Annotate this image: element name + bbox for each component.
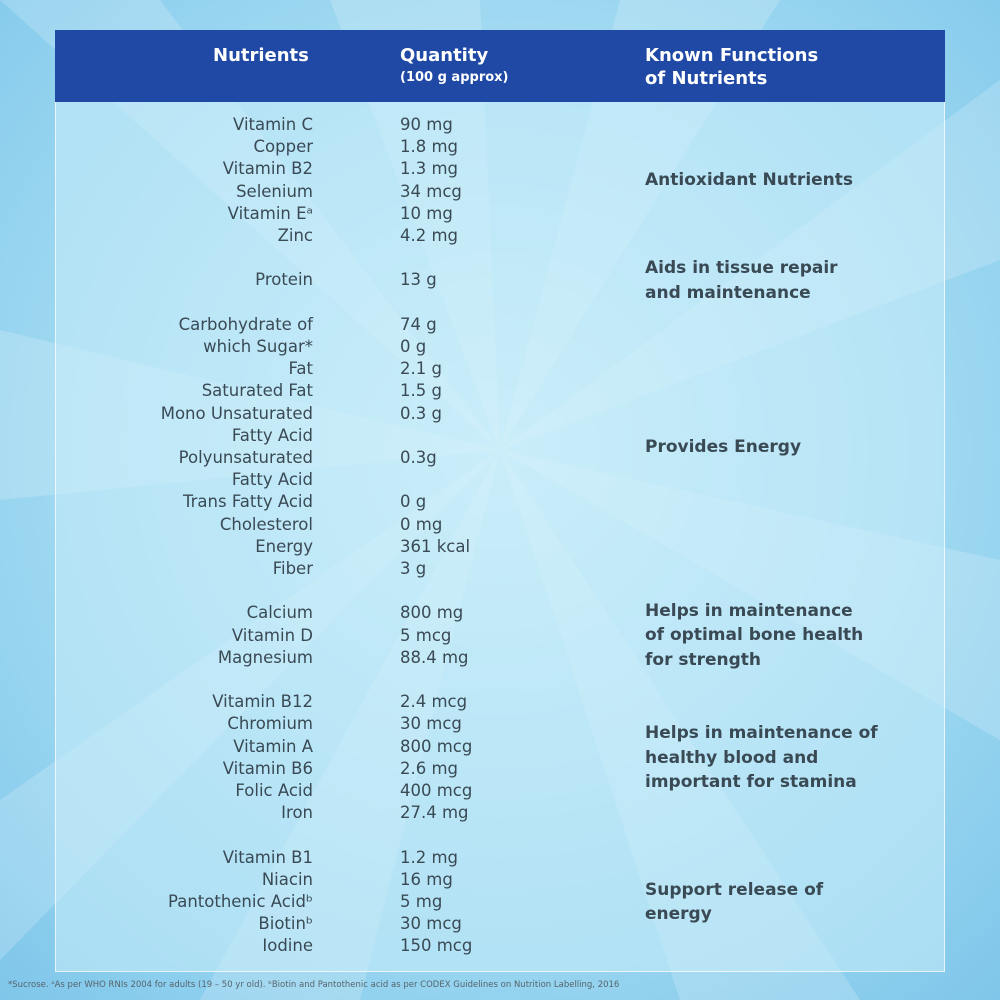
quantity: 800 mcg — [400, 736, 473, 756]
nutrient-function: Helps in maintenance — [645, 600, 853, 621]
nutrient-function: Helps in maintenance of — [645, 723, 878, 744]
nutrient-function: for strength — [645, 649, 762, 670]
quantity: 90 mg — [400, 115, 453, 134]
quantity: 0.3g — [400, 448, 437, 467]
nutrient-function: and maintenance — [645, 282, 811, 303]
quantity: 0 mg — [400, 514, 443, 534]
nutrient-name: Carbohydrate of — [178, 314, 313, 334]
nutrient-name: Fiber — [272, 559, 313, 578]
quantity: 400 mcg — [400, 781, 473, 800]
nutrient-name: Vitamin B6 — [222, 758, 313, 778]
header-quantity-note: (100 g approx) — [400, 70, 509, 85]
quantity: 4.2 mg — [400, 226, 459, 245]
footnote: *Sucrose. ᵃAs per WHO RNIs 2004 for adul… — [8, 980, 620, 990]
nutrient-name: Vitamin A — [233, 736, 313, 756]
nutrient-name: Cholesterol — [219, 514, 313, 534]
nutrient-function: Aids in tissue repair — [645, 258, 838, 278]
nutrient-name: Calcium — [246, 603, 313, 623]
quantity: 10 mg — [400, 203, 453, 223]
nutrient-name: Vitamin B12 — [212, 692, 313, 712]
nutrient-name: Saturated Fat — [201, 381, 313, 401]
nutrient-name: Zinc — [277, 226, 313, 245]
nutrient-name: Vitamin B1 — [222, 847, 313, 867]
nutrient-name: Mono Unsaturated — [160, 403, 313, 423]
nutrient-name: Iron — [281, 803, 313, 823]
quantity: 0 g — [400, 337, 427, 356]
quantity: 1.5 g — [400, 381, 442, 401]
nutrient-name: Copper — [253, 137, 314, 157]
quantity: 150 mcg — [400, 936, 473, 956]
quantity: 2.1 g — [400, 359, 442, 379]
quantity: 5 mcg — [400, 625, 452, 645]
quantity: 1.3 mg — [400, 159, 459, 179]
nutrient-name: which Sugar* — [203, 337, 313, 356]
header-functions: Known Functions — [645, 45, 819, 66]
nutrient-function: energy — [645, 904, 712, 925]
quantity: 3 g — [400, 559, 427, 578]
nutrient-name: Biotinᵇ — [258, 914, 313, 934]
table-header — [55, 30, 945, 102]
header-quantity: Quantity — [400, 45, 489, 66]
nutrient-function: Provides Energy — [645, 436, 802, 457]
quantity: 1.2 mg — [400, 847, 459, 867]
nutrient-name: Vitamin Eᵃ — [227, 203, 313, 223]
nutrient-name: Trans Fatty Acid — [182, 492, 313, 512]
nutrient-name: Iodine — [262, 936, 313, 956]
nutrient-name: Folic Acid — [235, 781, 313, 800]
nutrient-name: Energy — [255, 536, 313, 556]
quantity: 27.4 mg — [400, 803, 469, 823]
nutrient-name: Fatty Acid — [231, 470, 313, 490]
nutrient-name: Polyunsaturated — [178, 448, 313, 467]
quantity: 30 mcg — [400, 714, 462, 734]
quantity: 16 mg — [400, 869, 453, 889]
quantity: 2.4 mcg — [400, 692, 468, 712]
nutrient-name: Vitamin C — [233, 115, 313, 134]
nutrient-name: Vitamin D — [231, 625, 313, 645]
quantity: 30 mcg — [400, 914, 462, 934]
quantity: 1.8 mg — [400, 137, 459, 157]
quantity: 0.3 g — [400, 403, 442, 423]
nutrient-name: Magnesium — [217, 647, 313, 667]
quantity: 800 mg — [400, 603, 464, 623]
nutrient-name: Vitamin B2 — [222, 159, 313, 179]
quantity: 74 g — [400, 314, 437, 334]
quantity: 2.6 mg — [400, 758, 459, 778]
table-panel — [55, 30, 945, 972]
nutrient-name: Protein — [255, 270, 313, 290]
nutrient-name: Chromium — [227, 714, 313, 734]
nutrient-name: Selenium — [236, 181, 313, 201]
quantity: 5 mg — [400, 892, 443, 911]
nutrient-function: healthy blood and — [645, 747, 819, 768]
nutrient-function: of optimal bone health — [645, 625, 864, 646]
header-nutrients: Nutrients — [213, 45, 309, 66]
nutrient-name: Fatty Acid — [231, 425, 313, 445]
nutrient-function: Support release of — [645, 879, 824, 900]
quantity: 88.4 mg — [400, 647, 469, 667]
quantity: 361 kcal — [400, 536, 471, 556]
nutrient-function: important for stamina — [645, 772, 857, 793]
quantity: 13 g — [400, 270, 437, 290]
nutrient-name: Fat — [288, 359, 313, 379]
nutrient-name: Niacin — [261, 869, 313, 889]
header-functions: of Nutrients — [645, 68, 768, 89]
quantity: 0 g — [400, 492, 427, 512]
quantity: 34 mcg — [400, 181, 462, 201]
nutrient-function: Antioxidant Nutrients — [645, 170, 854, 191]
nutrient-name: Pantothenic Acidᵇ — [168, 892, 313, 911]
